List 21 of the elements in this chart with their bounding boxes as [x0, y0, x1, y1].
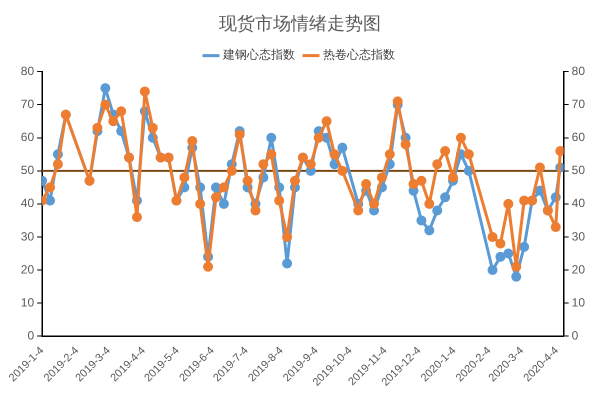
chart-title: 现货市场情绪走势图	[219, 13, 381, 34]
y-tick-label: 40	[20, 196, 34, 210]
y2-tick-label: 30	[572, 229, 586, 244]
y2-tick-label: 20	[572, 262, 586, 276]
y2-tick-label: 80	[572, 64, 586, 78]
y-tick-label: 70	[20, 96, 34, 111]
y-tick-label: 50	[20, 163, 34, 178]
y-tick-label: 60	[20, 130, 34, 144]
y2-tick-label: 40	[572, 196, 586, 210]
y2-tick-label: 0	[572, 328, 579, 343]
y2-tick-label: 70	[572, 96, 586, 111]
legend-label: 建钢心态指数	[222, 48, 295, 62]
y-tick-label: 80	[20, 64, 34, 78]
y-tick-label: 30	[20, 229, 34, 244]
y-tick-label: 10	[20, 295, 34, 310]
y-tick-label: 0	[27, 328, 34, 343]
y2-tick-label: 50	[572, 163, 586, 178]
y2-tick-label: 10	[572, 295, 586, 310]
y-tick-label: 20	[20, 262, 34, 276]
y2-tick-label: 60	[572, 130, 586, 144]
legend-label: 热卷心态指数	[323, 48, 395, 62]
